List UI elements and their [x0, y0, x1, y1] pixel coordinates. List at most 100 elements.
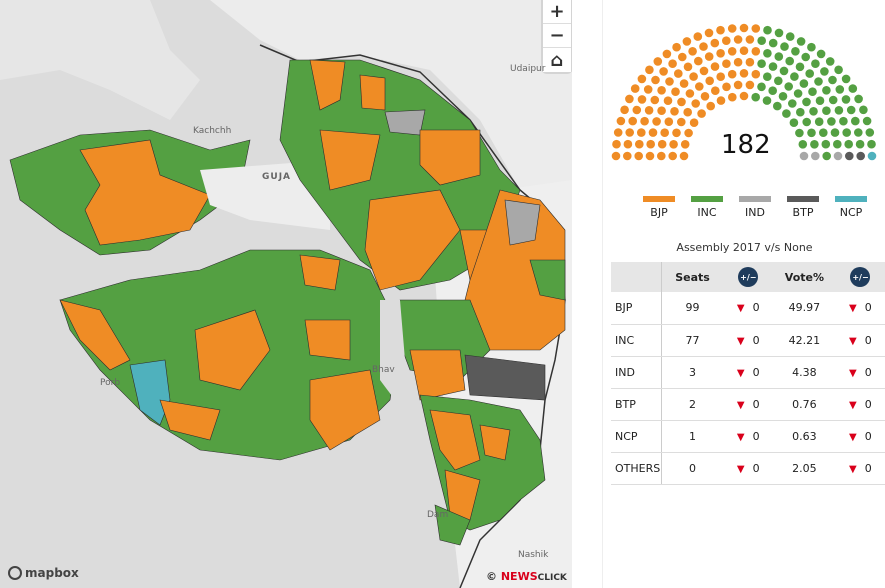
seat-dot: [739, 91, 749, 101]
election-map[interactable]: + − ⌂ Udaipur Kachchh GUJA Porb Bhav Dam…: [0, 0, 572, 588]
vote-toggle[interactable]: +/−: [834, 262, 885, 292]
seat-dot: [637, 128, 646, 137]
seat-dot: [722, 36, 731, 45]
party-header: [611, 262, 663, 292]
home-button[interactable]: ⌂: [543, 48, 571, 72]
seat-dot: [851, 116, 860, 126]
seat-dot: [716, 96, 726, 105]
table-row: BTP 2 ▼ 0 0.76 ▼ 0: [611, 388, 885, 421]
seat-dot: [689, 72, 698, 81]
zoom-out-button[interactable]: −: [543, 24, 571, 48]
seat-dot: [782, 109, 791, 118]
seat-dot: [865, 128, 875, 137]
seat-dot: [699, 66, 709, 76]
seat-dot: [833, 151, 843, 161]
seat-dot: [768, 38, 778, 48]
down-triangle-icon: ▼: [848, 463, 857, 475]
table-row: NCP 1 ▼ 0 0.63 ▼ 0: [611, 420, 885, 453]
seat-dot: [620, 105, 629, 115]
total-seats: 182: [721, 130, 771, 160]
seat-dot: [799, 151, 809, 161]
seat-dot: [763, 72, 772, 81]
seat-dot: [802, 117, 811, 127]
vote-change: ▼ 0: [834, 388, 885, 421]
seat-dot: [835, 85, 845, 94]
seat-dot: [796, 107, 805, 117]
legend-label: IND: [745, 206, 765, 219]
seats-change: ▼ 0: [722, 388, 774, 421]
seat-dot: [751, 47, 761, 56]
seat-dot: [711, 86, 720, 95]
vote-value: 2.05: [773, 452, 835, 485]
seat-dot: [807, 42, 816, 52]
down-triangle-icon: ▼: [736, 303, 745, 315]
seat-dot: [653, 57, 663, 66]
mapbox-logo[interactable]: mapbox: [8, 566, 79, 580]
seat-dot: [728, 92, 737, 102]
seat-dot: [689, 118, 699, 127]
seats-value: 3: [661, 356, 723, 389]
seat-dot: [625, 128, 634, 137]
plus-minus-icon[interactable]: +/−: [738, 267, 759, 287]
seat-dot: [762, 96, 772, 105]
seat-dot: [688, 47, 697, 56]
newsclick-credit[interactable]: © NEWSCLICK: [486, 570, 567, 583]
seat-dot: [751, 69, 761, 79]
vote-change: ▼ 0: [834, 420, 885, 453]
seat-dot: [704, 52, 714, 61]
seat-dot: [814, 117, 824, 126]
seat-dot: [757, 36, 766, 45]
seat-dot: [722, 82, 731, 92]
seat-dot: [660, 128, 669, 137]
vote-value: 4.38: [773, 356, 835, 389]
comparison-caption: Assembly 2017 v/s None: [676, 241, 813, 254]
seat-dot: [739, 23, 749, 33]
down-triangle-icon: ▼: [736, 399, 745, 411]
zoom-in-button[interactable]: +: [543, 0, 571, 24]
seat-dot: [774, 52, 784, 61]
seat-dot: [841, 95, 851, 104]
seats-value: 2: [661, 388, 723, 421]
map-label-dam: Dam: [427, 510, 449, 520]
seat-dot: [716, 72, 725, 81]
seats-toggle[interactable]: +/−: [722, 262, 774, 292]
seat-dot: [846, 105, 856, 115]
seat-dot: [691, 99, 700, 108]
results-panel: 182 BJP INC IND BTP NCP Assembly 2017 v/s No…: [602, 0, 885, 588]
seat-dot: [796, 37, 806, 46]
table-row: BJP 99 ▼ 0 49.97 ▼ 0: [611, 292, 885, 325]
seat-dot: [704, 28, 714, 38]
seat-dot: [727, 69, 737, 79]
seat-dot: [670, 107, 679, 116]
map-canvas[interactable]: [0, 0, 572, 588]
down-triangle-icon: ▼: [736, 431, 745, 443]
seat-dot: [672, 128, 681, 138]
seat-dot: [795, 62, 805, 72]
seat-dot: [757, 82, 766, 92]
vote-value: 42.21: [773, 324, 835, 357]
seat-dot: [867, 151, 877, 161]
seat-dot: [680, 140, 690, 149]
legend-item: NCP: [835, 196, 867, 219]
seat-dot: [739, 69, 749, 78]
seat-dot: [652, 117, 661, 126]
seat-dot: [645, 65, 654, 75]
seat-dot: [651, 75, 660, 85]
seat-dot: [677, 97, 686, 107]
seat-dot: [839, 116, 848, 126]
legend-label: BTP: [792, 206, 814, 219]
seat-dot: [640, 116, 649, 126]
seat-dot: [827, 117, 836, 126]
party-name: BJP: [611, 292, 663, 325]
seat-dot: [657, 139, 667, 149]
legend-swatch: [691, 196, 723, 202]
map-label-porb: Porb: [100, 378, 121, 388]
seat-dot: [848, 84, 858, 93]
seat-dot: [710, 38, 720, 48]
vote-change: ▼ 0: [834, 356, 885, 389]
seat-dot: [785, 32, 795, 41]
seat-dot: [727, 47, 737, 56]
seat-dot: [616, 116, 626, 126]
plus-minus-icon[interactable]: +/−: [850, 267, 871, 287]
legend-swatch: [739, 196, 771, 202]
